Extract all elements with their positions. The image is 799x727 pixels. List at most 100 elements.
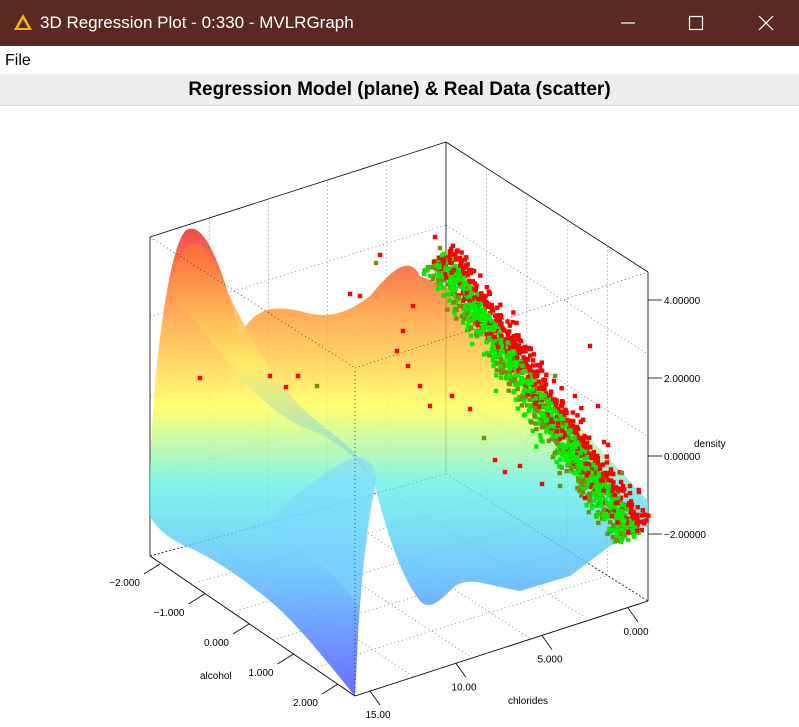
scatter-point [639,513,645,518]
scatter-point [517,366,522,371]
title-bar[interactable]: 3D Regression Plot - 0:330 - MVLRGraph [0,0,799,46]
scatter-point [506,351,512,356]
scatter-point [602,497,608,502]
scatter-point [536,379,542,384]
scatter-point [464,271,469,276]
maximize-button[interactable] [666,0,726,46]
scatter-point [539,412,545,417]
scatter-point [550,454,556,460]
scatter-point [467,267,472,273]
scatter-point [454,271,459,276]
scatter-point [467,307,472,313]
scatter-point [602,470,608,476]
scatter-point [476,320,481,325]
scatter-point [583,449,589,454]
scatter-point [529,369,535,375]
scatter-point [516,333,521,338]
scatter-point [506,381,511,386]
scatter-point [523,412,528,417]
scatter-point [474,292,480,297]
scatter-point [588,444,593,450]
scatter-point [501,359,506,364]
scatter-point [549,389,554,394]
scatter-point [505,319,510,324]
window-title: 3D Regression Plot - 0:330 - MVLRGraph [40,13,354,32]
scatter-point [487,353,492,358]
scatter-point [533,421,538,426]
scatter-point [592,475,597,481]
scatter-point [314,383,320,389]
scatter-point [487,328,492,333]
scatter-point [480,316,485,321]
scatter-point [488,331,493,337]
scatter-point [531,397,536,402]
scatter-point [533,369,538,374]
scatter-point [498,338,504,343]
scatter-point [562,414,567,419]
scatter-point [605,472,610,477]
plot-canvas[interactable]: −2.000 −1.000 0.000 1.000 2.000 0.000 5.000 10.… [0,106,799,727]
scatter-point [474,329,479,334]
scatter-point [526,364,531,370]
scatter-point [489,325,494,331]
scatter-point [437,245,443,251]
scatter-point [543,422,548,428]
scatter-point [565,435,571,441]
scatter-point [587,451,592,456]
scatter-point [616,513,621,518]
scatter-point [459,277,464,283]
scatter-point [521,390,526,395]
scatter-point [499,356,504,362]
scatter-point [498,375,504,380]
scatter-point [525,381,530,386]
scatter-point [618,539,624,545]
scatter-point [471,311,476,316]
scatter-point [631,534,637,539]
scatter-point [591,498,597,503]
scatter-point [478,273,483,278]
scatter-point [490,354,496,359]
minimize-button[interactable] [598,0,658,46]
scatter-point [464,311,469,316]
scatter-point [452,293,458,298]
scatter-point [550,407,555,412]
scatter-point [470,296,475,301]
scatter-point [466,282,472,287]
scatter-point [601,507,606,512]
scatter-point [443,272,448,277]
scatter-point [474,304,479,309]
scatter-point [611,471,616,477]
scatter-point [547,424,552,429]
scatter-point [528,346,533,351]
scatter-point [498,313,503,318]
scatter-point [530,428,535,434]
scatter-point [479,291,484,296]
scatter-point [579,406,584,411]
scatter-point [611,524,616,529]
plot-title: Regression Model (plane) & Real Data (sc… [188,79,611,100]
close-button[interactable] [736,0,796,46]
scatter-point [526,392,531,397]
menu-file[interactable]: File [5,52,31,69]
scatter-point [577,468,582,474]
scatter-point [618,479,624,485]
scatter-point [456,275,462,280]
scatter-point [556,443,562,449]
scatter-point [516,343,521,348]
grid-line [313,575,608,669]
scatter-point [441,266,447,272]
scatter-point [495,316,500,321]
chart-3d-plot[interactable]: −2.000 −1.000 0.000 1.000 2.000 0.000 5.000 10.… [0,106,799,727]
scatter-point [513,397,519,402]
scatter-point [573,425,578,430]
scatter-point [482,321,487,327]
scatter-point [434,272,439,277]
scatter-point [461,298,466,303]
scatter-point [543,382,549,387]
scatter-point [584,440,590,445]
scatter-point [514,355,519,360]
scatter-point [625,527,630,532]
scatter-point [539,360,544,365]
scatter-point [620,534,625,539]
scatter-point [609,513,615,519]
